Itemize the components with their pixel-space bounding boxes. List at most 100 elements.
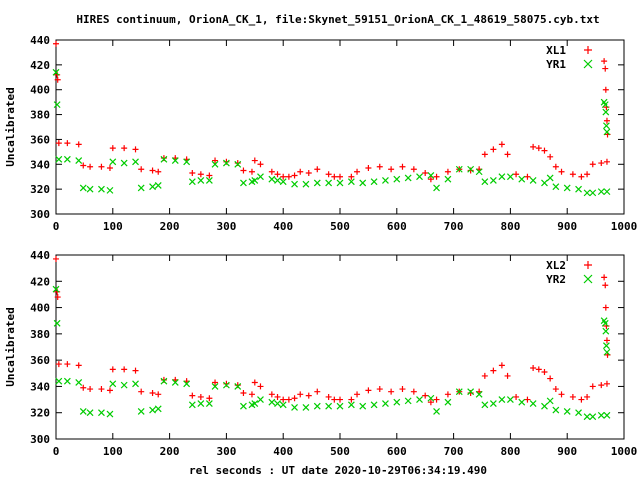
- data-point: [291, 180, 298, 188]
- data-point: [183, 380, 191, 388]
- x-tick-label: 500: [330, 445, 350, 458]
- data-point: [365, 387, 372, 394]
- data-point: [524, 396, 531, 403]
- data-point: [518, 398, 526, 406]
- x-tick-label: 200: [160, 445, 180, 458]
- data-point: [376, 163, 383, 170]
- data-point: [547, 375, 554, 382]
- data-point: [279, 178, 287, 186]
- data-point: [149, 167, 156, 174]
- data-point: [251, 400, 259, 407]
- data-point: [569, 393, 576, 400]
- data-point: [274, 393, 281, 400]
- data-point: [433, 396, 440, 403]
- data-point: [197, 171, 204, 178]
- data-point: [160, 377, 168, 385]
- data-point: [268, 398, 276, 406]
- data-point: [248, 391, 255, 398]
- data-point: [53, 319, 61, 327]
- data-point: [53, 101, 61, 109]
- data-point: [64, 140, 71, 147]
- data-point: [325, 171, 332, 178]
- x-tick-label: 700: [444, 220, 464, 233]
- x-tick-label: 1000: [611, 220, 638, 233]
- data-point: [603, 117, 610, 124]
- y-axis-label: Uncalibrated: [4, 87, 17, 166]
- data-point: [222, 381, 230, 389]
- data-point: [106, 186, 114, 194]
- data-point: [75, 379, 83, 386]
- data-point: [280, 173, 287, 180]
- data-point: [535, 366, 542, 373]
- data-point: [370, 178, 378, 186]
- data-point: [183, 158, 191, 166]
- data-point: [481, 401, 489, 409]
- data-point: [589, 161, 596, 168]
- data-point: [541, 147, 548, 154]
- data-point: [404, 397, 412, 405]
- data-point: [444, 175, 452, 183]
- data-point: [138, 388, 145, 395]
- data-point: [280, 396, 287, 403]
- data-point: [331, 173, 338, 180]
- legend-label: XL1: [546, 44, 566, 57]
- data-point: [347, 401, 355, 409]
- x-tick-label: 0: [53, 445, 60, 458]
- data-point: [404, 174, 412, 182]
- x-tick-label: 800: [500, 445, 520, 458]
- data-point: [584, 393, 591, 400]
- data-point: [222, 159, 230, 167]
- y-tick-label: 380: [30, 328, 50, 341]
- data-point: [75, 141, 82, 148]
- data-point: [433, 173, 440, 180]
- data-point: [55, 140, 62, 147]
- data-point: [603, 348, 611, 356]
- data-point: [597, 188, 605, 196]
- data-point: [504, 151, 511, 158]
- data-point: [583, 413, 591, 421]
- data-point: [504, 372, 511, 379]
- data-point: [120, 159, 128, 167]
- data-point: [297, 168, 304, 175]
- data-point: [223, 158, 230, 165]
- data-point: [86, 185, 94, 193]
- data-point: [87, 163, 94, 170]
- data-point: [302, 180, 310, 188]
- data-point: [52, 285, 60, 293]
- data-point: [53, 40, 59, 47]
- data-point: [481, 372, 488, 379]
- data-point: [547, 153, 554, 160]
- data-point: [602, 108, 610, 116]
- x-tick-label: 800: [500, 220, 520, 233]
- data-point: [188, 401, 196, 409]
- y-tick-label: 380: [30, 109, 50, 122]
- data-point: [149, 406, 156, 414]
- data-point: [251, 177, 259, 184]
- data-point: [602, 342, 610, 350]
- data-point: [98, 409, 105, 417]
- data-point: [578, 173, 585, 180]
- data-point: [535, 145, 542, 152]
- legend-label: XL2: [546, 259, 566, 272]
- data-point: [54, 294, 61, 301]
- data-point: [444, 391, 451, 398]
- data-point: [354, 168, 361, 175]
- x-tick-label: 600: [387, 220, 407, 233]
- data-point: [601, 319, 609, 327]
- data-point: [433, 407, 440, 415]
- data-point: [467, 165, 475, 173]
- data-point: [393, 398, 401, 406]
- data-point: [359, 402, 367, 410]
- data-point: [602, 327, 610, 335]
- data-point: [365, 165, 372, 172]
- data-point: [121, 366, 128, 373]
- data-point: [388, 166, 395, 173]
- data-point: [98, 386, 105, 393]
- data-point: [602, 122, 610, 130]
- data-point: [109, 366, 116, 373]
- data-point: [422, 392, 429, 399]
- data-point: [416, 173, 423, 181]
- data-point: [552, 183, 560, 191]
- data-point: [314, 388, 321, 395]
